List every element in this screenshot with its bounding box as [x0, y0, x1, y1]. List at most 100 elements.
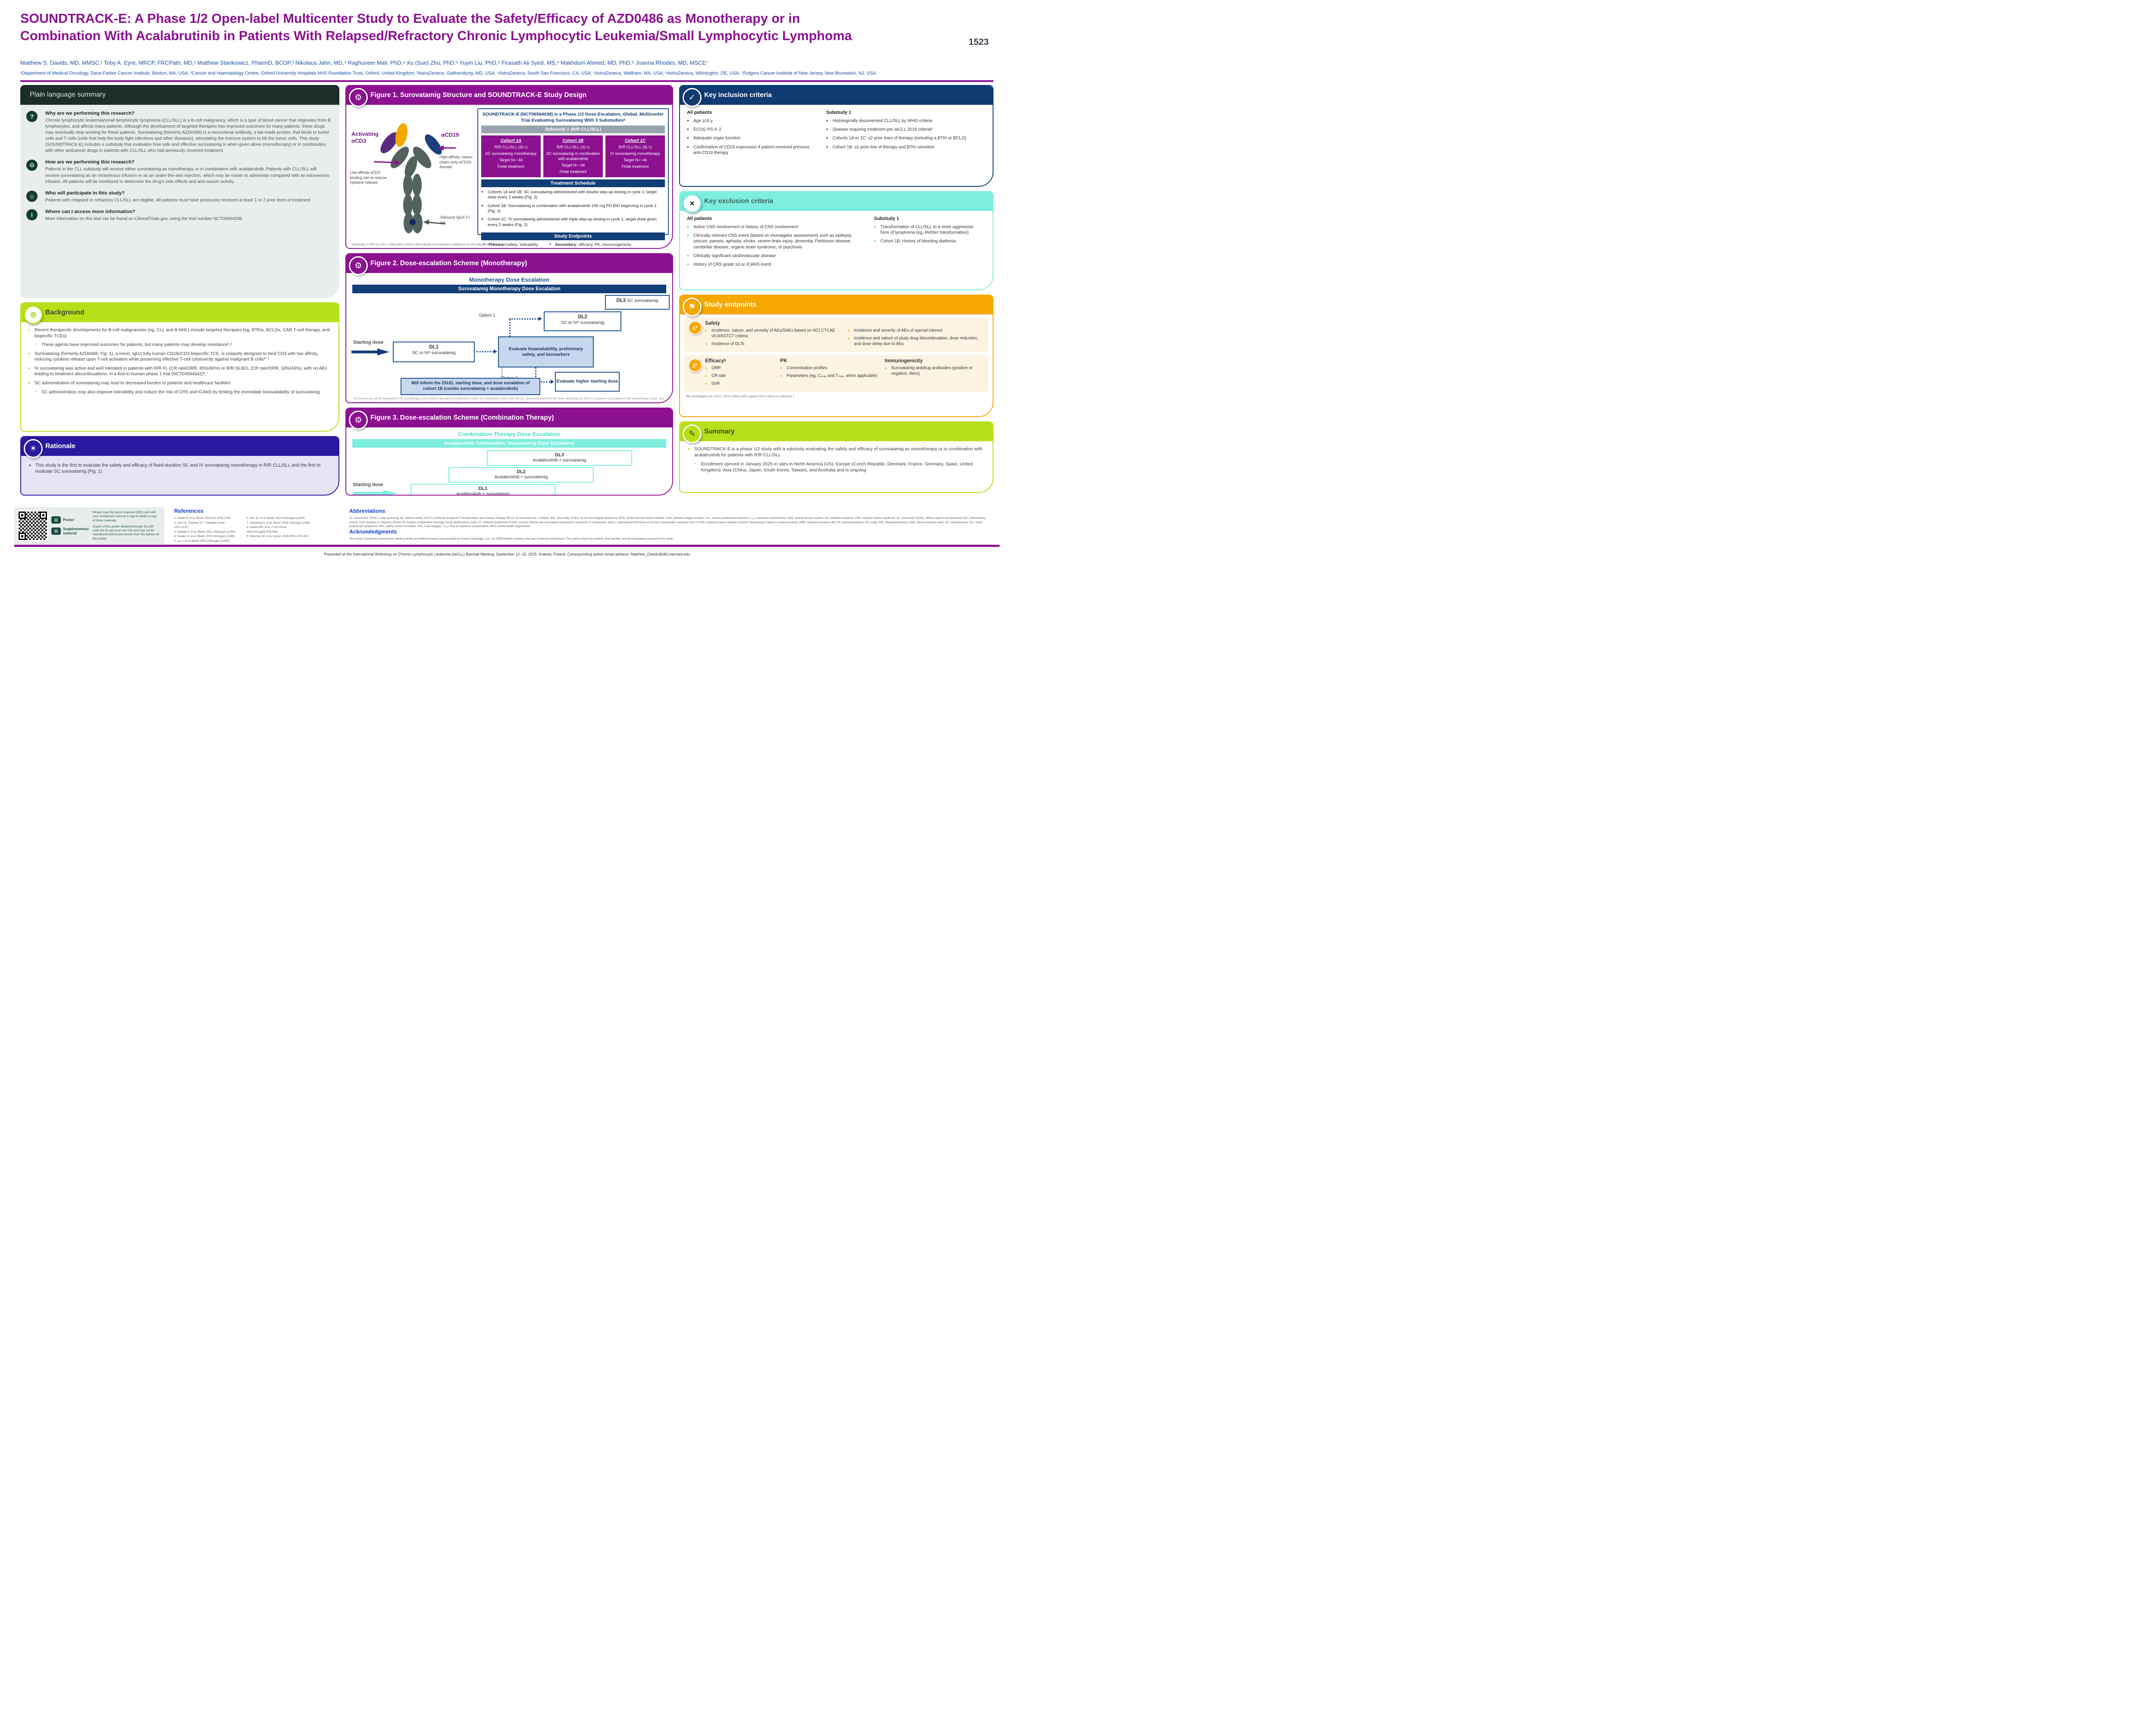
document-icon: ▥ [51, 527, 61, 535]
bullet-item: SOUNDTRACK-E is a phase 1/2 study with a… [688, 446, 985, 458]
exclusion-criteria-section: × Key exclusion criteria All patients Ac… [679, 191, 993, 290]
cohort-line: R/R CLL/SLL (3L+) [494, 145, 528, 150]
column-center: ⚙ Figure 1. Surovatamig Structure and SO… [345, 85, 673, 496]
poster-icon: ▤ [51, 516, 61, 524]
group-title: All patients [687, 110, 712, 115]
section-header: Plain language summary [20, 85, 339, 105]
footer-divider [14, 545, 1000, 547]
connector-arrowhead [539, 317, 542, 321]
reference-item: 9. Sharman JP, et al. Lancet. 2020;395:1… [247, 535, 309, 538]
connector-arrowhead [551, 380, 554, 384]
starting-dose-label: Starting dose [353, 340, 384, 345]
immunogenicity-column: Immunogenicity Surovatamig antidrug anti… [885, 358, 983, 389]
label-low-affinity: Low-affinity αCD3 binding site to reduce… [350, 170, 387, 185]
secondary-endpoints-band: 2° Efficacyᵇ ORR CR rate DoR PK Concent [684, 355, 988, 392]
summary-body: SOUNDTRACK-E is a phase 1/2 study with a… [680, 441, 993, 481]
cohort-name: Cohort 1A [500, 138, 522, 144]
evaluate-box: Evaluate bioavailability, preliminary sa… [498, 336, 594, 367]
dl1-label: DL1 [478, 486, 488, 491]
cohort-1b-card: Cohort 1B R/R CLL/SLL (2L+) SC surovatam… [543, 135, 603, 177]
section-header: ⊚ Background [21, 303, 338, 324]
pls-answer: Chronic lymphocytic leukemia/small lymph… [45, 118, 331, 154]
reference-item: 8. Davids MS, et al. J Clin Oncol. 2024;… [247, 526, 287, 534]
antibody-diagram: Activating αCD3 αCD19 Low-affinity αCD3 … [348, 107, 476, 236]
bullet-item: Transformation of CLL/SLL to a more aggr… [874, 224, 981, 235]
study-design-panel: SOUNDTRACK-E (NCT06564038) is a Phase 1/… [477, 108, 669, 247]
x-icon: × [683, 194, 702, 213]
rationale-section: ☀ Rationale This study is the first to e… [20, 436, 339, 496]
figure2-body: Monotherapy Dose Escalation Surovatamig … [346, 273, 672, 403]
connector [509, 318, 539, 320]
primary-endpoint: Primary: safety, tolerability [483, 242, 538, 247]
figure2-footnote: Two dose levels will be evaluated in the… [353, 397, 665, 403]
page-title: SOUNDTRACK-E: A Phase 1/2 Open-label Mul… [20, 11, 852, 43]
bullet-item: Histologically documented CLL/SLL by WHO… [826, 118, 981, 124]
bullet-item: SC administration may also improve toler… [35, 389, 332, 396]
substudy1-column: Substudy 1 Transformation of CLL/SLL to … [874, 216, 981, 270]
bullet-item: Incidence and nature of study drug disco… [848, 336, 984, 347]
gear-icon: ⚙ [349, 256, 368, 275]
dl1-box: DL1 SC or IVᵃ surovatamig [393, 342, 475, 362]
check-icon: ✓ [683, 88, 702, 107]
reference-item: 6. Hou JZ, et al. Blood. 2024;144(suppl … [247, 517, 306, 520]
pls-question-content: Who will participate in this study? Pati… [45, 191, 332, 204]
pls-question: Who will participate in this study? [45, 190, 125, 196]
dl2-label: DL2 [517, 469, 526, 474]
dl1-label: DL1 [429, 345, 439, 350]
bullet-item: Enrollment opened in January 2025 in sit… [695, 461, 985, 474]
dl3-box: DL3 Acalabrutinib + surovatamig [487, 450, 632, 466]
connector [476, 351, 494, 352]
bullet-item: Surovatamig antidrug antibodies (positiv… [885, 366, 983, 377]
cohort-name: Cohort 1C [624, 138, 646, 144]
bullet-item: Cohort 1C: IV surovatamig administered w… [481, 217, 665, 227]
bullet-item: Disease requiring treatment per iwCLL 20… [826, 127, 981, 132]
label-activating-cd3: Activating αCD3 [351, 131, 379, 144]
bullet-item: DoR [705, 381, 774, 387]
footnote-line: Two dose levels will be evaluated in the… [353, 397, 664, 403]
starting-dose-label: Starting dose [353, 482, 383, 487]
cohort-line: Target N=~46 [623, 158, 647, 163]
inclusion-criteria-section: ✓ Key inclusion criteria All patients Ag… [679, 85, 993, 187]
header-divider [20, 80, 993, 82]
combination-escalation-bar: Acalabrutinib Combination: Surovatamig D… [352, 439, 666, 448]
group-title: Substudy 1 [874, 216, 899, 221]
immunogenicity-title: Immunogenicity [884, 358, 923, 364]
abbreviations-section: Abbreviations 2L, second line; 2SUD, 2 s… [349, 508, 993, 529]
monotherapy-escalation-bar: Surovatamig Monotherapy Dose Escalation [352, 285, 666, 293]
cohort-name: Cohort 1B [562, 138, 584, 144]
cohort-line: SC surovatamig in combination with acala… [546, 151, 600, 161]
figure2-header: ⚙ Figure 2. Dose-escalation Scheme (Mono… [346, 254, 672, 275]
pls-question: Why are we performing this research? [45, 111, 135, 116]
section-header: ✓ Key inclusion criteria [680, 86, 993, 107]
monotherapy-diagram: Starting dose DL1 SC or IVᵃ surovatamig … [350, 295, 670, 395]
dl2-box: DL2 Acalabrutinib + surovatamig [448, 467, 594, 483]
references-column: 6. Hou JZ, et al. Blood. 2024;144(suppl … [247, 516, 311, 543]
figure2-section: ⚙ Figure 2. Dose-escalation Scheme (Mono… [345, 253, 673, 403]
figure3-section: ⚙ Figure 3. Dose-escalation Scheme (Comb… [345, 408, 673, 496]
cohort-line: Finite treatment [559, 169, 587, 174]
bullet-item: Incidence and severity of AEs of special… [848, 328, 984, 334]
cohort-line: SC surovatamig monotherapy [485, 151, 537, 156]
qr-text-2: Copies of this poster obtained through t… [93, 525, 159, 540]
section-header: ☀ Rationale [21, 437, 338, 458]
figure1-header: ⚙ Figure 1. Surovatamig Structure and SO… [346, 86, 672, 107]
combination-diagram: DL3 Acalabrutinib + surovatamig DL2 Acal… [350, 450, 669, 495]
pls-question-block: ? Why are we performing this research? C… [26, 111, 332, 154]
presented-at-line: Presented at the International Workshop … [324, 552, 690, 556]
pk-column: PK Concentration profiles Parameters (eg… [780, 358, 878, 389]
secondary-endpoint: Secondary: efficacy, PK, immunogenicity [549, 242, 631, 247]
connector-arrowhead [494, 349, 497, 354]
figure2-title: Figure 2. Dose-escalation Scheme (Monoth… [370, 260, 527, 267]
study-endpoints-bar: Study Endpoints [481, 232, 665, 241]
cohort-1a-card: Cohort 1A R/R CLL/SLL (3L+) SC surovatam… [481, 135, 541, 177]
primary-badge: 1° [688, 321, 702, 335]
bullet-item: ECOG PS 0–2 [687, 127, 818, 132]
figure1-section: ⚙ Figure 1. Surovatamig Structure and SO… [345, 85, 673, 249]
pls-answer: Patients with relapsed or refractory CLL… [45, 198, 311, 203]
bullet-item: Active CNS involvement or history of CNS… [687, 224, 866, 230]
abbreviations-title: Abbreviations [349, 508, 385, 514]
flag-icon: ⚑ [683, 298, 702, 317]
monotherapy-escalation-title: Monotherapy Dose Escalation [469, 276, 549, 283]
pencil-icon: ✎ [683, 424, 702, 443]
efficacy-title: Efficacyᵇ [705, 358, 726, 364]
